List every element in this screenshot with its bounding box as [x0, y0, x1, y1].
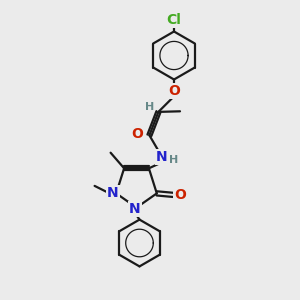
- Text: O: O: [174, 188, 186, 202]
- Text: Cl: Cl: [167, 13, 182, 27]
- Text: H: H: [145, 101, 154, 112]
- Text: N: N: [107, 186, 118, 200]
- Text: O: O: [168, 84, 180, 98]
- Text: N: N: [129, 202, 141, 216]
- Text: O: O: [131, 127, 143, 141]
- Text: H: H: [169, 155, 178, 165]
- Text: N: N: [156, 150, 168, 164]
